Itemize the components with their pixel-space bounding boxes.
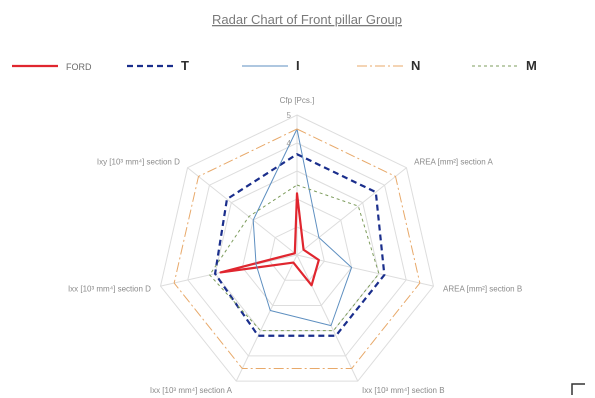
legend-label-i: I	[296, 58, 300, 73]
grid-ring	[159, 114, 435, 382]
grid-spoke	[187, 167, 298, 256]
axis-label: AREA [mm²] section A	[414, 158, 493, 167]
corner-mark	[571, 383, 585, 395]
legend-label-n: N	[411, 58, 420, 73]
legend: FORD T I N M	[12, 58, 537, 73]
tick-labels: 45	[287, 111, 292, 148]
grid-ring	[187, 142, 407, 357]
series-line-t	[214, 153, 386, 337]
tick-label: 5	[287, 111, 292, 120]
axis-labels: Cfp [Pcs.] AREA [mm²] section A AREA [mm²]…	[68, 96, 522, 395]
grid-ring	[214, 170, 380, 332]
axis-label: Ixx [10³ mm⁴] section B	[362, 386, 445, 395]
axis-label: Ixx [10³ mm⁴] section A	[150, 386, 233, 395]
legend-label-t: T	[181, 58, 189, 73]
chart-title: Radar Chart of Front pillar Group	[212, 12, 402, 27]
grid-spoke	[296, 254, 359, 382]
grid-ring	[241, 198, 353, 306]
grid-spoke	[296, 167, 407, 256]
series-layer	[173, 128, 421, 370]
grid-ring	[269, 226, 325, 281]
axis-label: Ixx [10³ mm⁴] section D	[68, 284, 151, 293]
tick-label: 4	[287, 139, 292, 148]
series-line-m	[209, 184, 380, 332]
series-line-i	[252, 128, 353, 327]
axis-label: Cfp [Pcs.]	[280, 96, 315, 105]
axis-label: Ixy [10³ mm⁴] section D	[97, 158, 180, 167]
axis-label: AREA [mm²] section B	[443, 284, 522, 293]
grid-spoke	[235, 254, 298, 382]
series-line-ford	[219, 192, 320, 287]
series-line-n	[173, 128, 421, 370]
legend-label-m: M	[526, 58, 537, 73]
legend-label-ford: FORD	[66, 62, 92, 72]
